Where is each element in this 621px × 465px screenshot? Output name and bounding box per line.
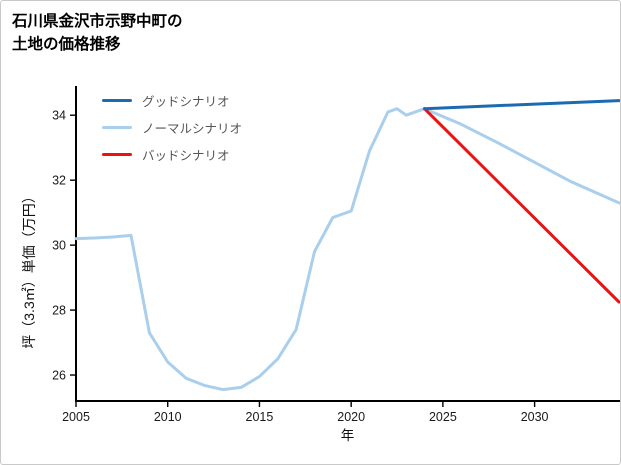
series-line-1	[74, 107, 620, 392]
legend-item-good: グッドシナリオ	[102, 91, 242, 109]
x-tick-label: 2015	[246, 410, 274, 424]
y-tick-label: 30	[52, 239, 66, 253]
legend-label-bad: バッドシナリオ	[142, 148, 230, 163]
chart-title-line2: 土地の価格推移	[12, 36, 121, 54]
legend-item-normal: ノーマルシナリオ	[102, 118, 242, 136]
legend-item-bad: バッドシナリオ	[102, 145, 242, 163]
x-tick-label: 2010	[154, 410, 182, 424]
series-line-0	[423, 99, 620, 111]
x-tick-label: 2020	[337, 410, 365, 424]
bad-scenario-line-swatch	[102, 152, 132, 156]
x-axis-label: 年	[340, 428, 355, 443]
legend: グッドシナリオ ノーマルシナリオ バッドシナリオ	[102, 91, 242, 163]
y-tick-label: 32	[52, 174, 66, 188]
x-tick-label: 2030	[521, 410, 549, 424]
y-tick-label: 34	[52, 109, 66, 123]
legend-label-good: グッドシナリオ	[142, 94, 230, 109]
y-tick-label: 26	[52, 369, 66, 383]
chart-title: 石川県金沢市示野中町の 土地の価格推移	[12, 10, 183, 57]
x-tick-label: 2025	[429, 410, 457, 424]
y-tick-label: 28	[52, 304, 66, 318]
chart-title-line1: 石川県金沢市示野中町の	[12, 13, 183, 30]
legend-label-normal: ノーマルシナリオ	[142, 121, 243, 136]
normal-scenario-line-swatch	[102, 125, 132, 129]
good-scenario-line-swatch	[102, 98, 132, 102]
series-line-2	[423, 107, 620, 304]
x-tick-label: 2005	[62, 410, 90, 424]
